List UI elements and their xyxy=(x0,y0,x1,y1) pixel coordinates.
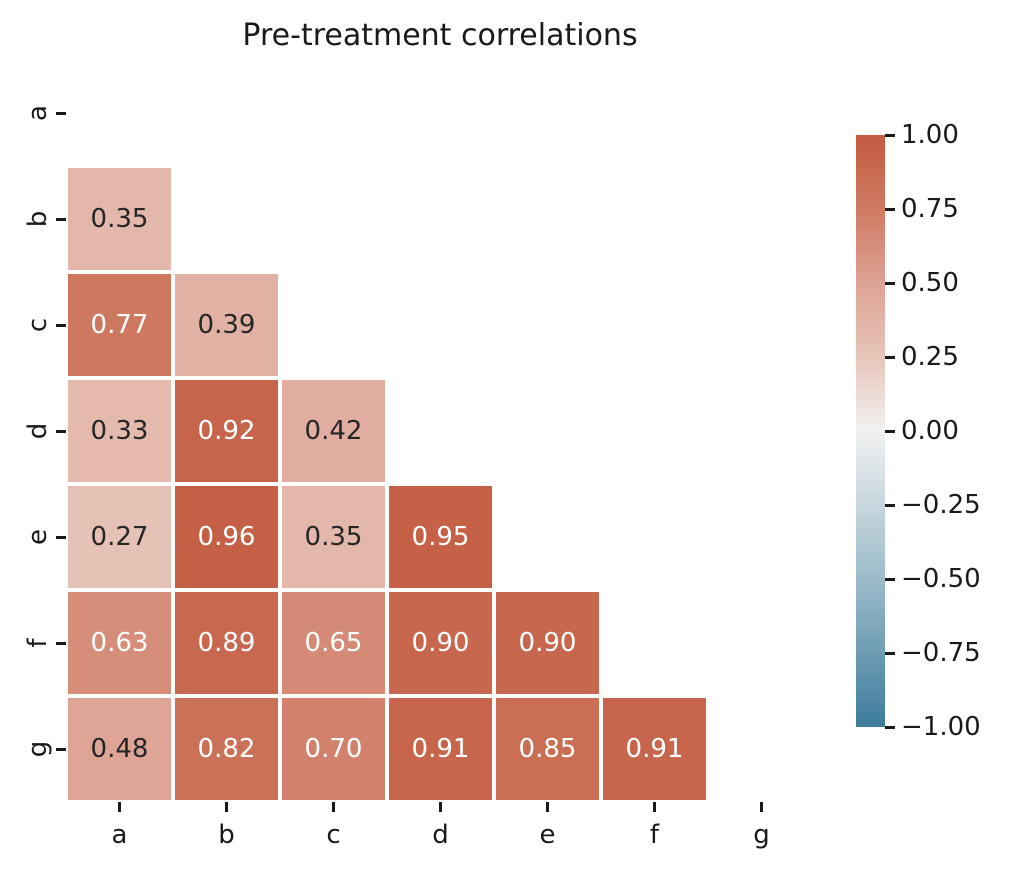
heatmap-cell-value: 0.63 xyxy=(90,628,149,658)
x-tick-mark-a xyxy=(118,802,121,812)
heatmap-cell-gc: 0.70 xyxy=(282,698,385,800)
colorbar-tick-mark-0.75 xyxy=(885,207,895,211)
colorbar-tick-label--0.75: −0.75 xyxy=(901,638,981,668)
heatmap-cell-ca: 0.77 xyxy=(68,274,171,376)
heatmap-cell-value: 0.85 xyxy=(518,734,577,764)
y-tick-label-b: b xyxy=(23,210,53,228)
heatmap-cell-fa: 0.63 xyxy=(68,592,171,694)
heatmap-cell-value: 0.42 xyxy=(304,416,363,446)
heatmap-cell-dc: 0.42 xyxy=(282,380,385,482)
y-tick-mark-b xyxy=(56,217,66,221)
heatmap-cell-value: 0.90 xyxy=(411,628,470,658)
heatmap-cell-ge: 0.85 xyxy=(496,698,599,800)
x-tick-label-c: c xyxy=(326,820,341,850)
colorbar-tick-mark-0 xyxy=(885,429,895,433)
x-tick-label-e: e xyxy=(539,820,556,850)
colorbar-tick-label-0.25: 0.25 xyxy=(901,342,959,372)
colorbar-tick-label--0.5: −0.50 xyxy=(901,564,981,594)
heatmap-cell-fc: 0.65 xyxy=(282,592,385,694)
heatmap-cell-fe: 0.90 xyxy=(496,592,599,694)
y-tick-mark-d xyxy=(56,429,66,433)
heatmap-cell-value: 0.27 xyxy=(90,522,149,552)
heatmap-cell-ba: 0.35 xyxy=(68,168,171,270)
y-tick-label-g: g xyxy=(23,740,53,758)
x-tick-label-f: f xyxy=(649,820,660,850)
heatmap-cell-ea: 0.27 xyxy=(68,486,171,588)
heatmap-cell-gf: 0.91 xyxy=(603,698,706,800)
heatmap-cell-value: 0.35 xyxy=(304,522,363,552)
x-tick-mark-b xyxy=(225,802,228,812)
heatmap-cell-ec: 0.35 xyxy=(282,486,385,588)
y-tick-mark-c xyxy=(56,323,66,327)
x-tick-label-b: b xyxy=(218,820,235,850)
y-tick-label-f: f xyxy=(23,638,53,648)
heatmap-cell-value: 0.65 xyxy=(304,628,363,658)
heatmap-cell-eb: 0.96 xyxy=(175,486,278,588)
colorbar-tick-label-0.5: 0.50 xyxy=(901,268,959,298)
y-tick-label-e: e xyxy=(23,529,53,545)
y-tick-label-c: c xyxy=(23,317,53,333)
colorbar-tick-mark-0.25 xyxy=(885,355,895,359)
chart-title: Pre-treatment correlations xyxy=(242,18,638,53)
heatmap-cell-fb: 0.89 xyxy=(175,592,278,694)
heatmap-cell-value: 0.77 xyxy=(90,310,149,340)
heatmap-cell-value: 0.82 xyxy=(197,734,256,764)
heatmap-cell-value: 0.39 xyxy=(197,310,256,340)
heatmap-cell-cb: 0.39 xyxy=(175,274,278,376)
colorbar-tick-mark--0.25 xyxy=(885,503,895,507)
colorbar-tick-label-0.75: 0.75 xyxy=(901,194,959,224)
colorbar-tick-label--0.25: −0.25 xyxy=(901,490,981,520)
heatmap-cell-value: 0.92 xyxy=(197,416,256,446)
heatmap-cell-value: 0.91 xyxy=(625,734,684,764)
x-tick-mark-g xyxy=(760,802,763,812)
colorbar-gradient xyxy=(856,135,885,727)
colorbar-tick-mark--0.75 xyxy=(885,651,895,655)
heatmap-cell-value: 0.91 xyxy=(411,734,470,764)
x-tick-label-d: d xyxy=(432,820,449,850)
y-tick-mark-a xyxy=(56,111,66,115)
colorbar-tick-mark--0.5 xyxy=(885,577,895,581)
x-tick-label-a: a xyxy=(111,820,128,850)
y-tick-label-a: a xyxy=(23,105,53,121)
colorbar-tick-label-0: 0.00 xyxy=(901,416,959,446)
x-tick-mark-d xyxy=(439,802,442,812)
colorbar-tick-label--1: −1.00 xyxy=(901,712,981,742)
heatmap-cell-value: 0.33 xyxy=(90,416,149,446)
heatmap-cell-value: 0.90 xyxy=(518,628,577,658)
x-tick-mark-c xyxy=(332,802,335,812)
y-tick-mark-g xyxy=(56,747,66,751)
heatmap-cell-gd: 0.91 xyxy=(389,698,492,800)
colorbar-tick-mark-0.5 xyxy=(885,281,895,285)
heatmap-cell-db: 0.92 xyxy=(175,380,278,482)
heatmap-cell-ed: 0.95 xyxy=(389,486,492,588)
colorbar-tick-mark-1 xyxy=(885,133,895,137)
heatmap-cell-value: 0.96 xyxy=(197,522,256,552)
heatmap-cell-fd: 0.90 xyxy=(389,592,492,694)
heatmap-cell-value: 0.89 xyxy=(197,628,256,658)
heatmap-cell-value: 0.95 xyxy=(411,522,470,552)
colorbar-tick-label-1: 1.00 xyxy=(901,120,959,150)
heatmap-cell-value: 0.35 xyxy=(90,204,149,234)
x-tick-mark-e xyxy=(546,802,549,812)
colorbar-tick-mark--1 xyxy=(885,725,895,729)
x-tick-label-g: g xyxy=(753,820,770,850)
heatmap-cell-gb: 0.82 xyxy=(175,698,278,800)
heatmap-cell-value: 0.70 xyxy=(304,734,363,764)
heatmap-cell-value: 0.48 xyxy=(90,734,149,764)
y-tick-mark-e xyxy=(56,535,66,539)
y-tick-label-d: d xyxy=(23,422,53,440)
heatmap-cell-ga: 0.48 xyxy=(68,698,171,800)
x-tick-mark-f xyxy=(653,802,656,812)
heatmap-cell-da: 0.33 xyxy=(68,380,171,482)
y-tick-mark-f xyxy=(56,641,66,645)
